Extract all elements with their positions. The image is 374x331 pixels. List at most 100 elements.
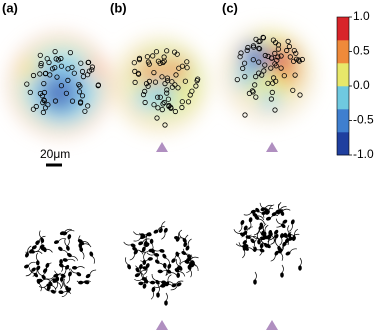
cell-shape <box>150 286 156 300</box>
cell-shape <box>35 252 40 266</box>
cell-head <box>274 234 279 239</box>
cell-shape <box>156 284 160 298</box>
cell-head <box>156 292 160 298</box>
cell <box>164 87 170 93</box>
cell-tail <box>164 284 174 287</box>
cell <box>166 103 172 110</box>
colorbar-tick-label: -1.0 <box>353 147 374 161</box>
cell-head <box>257 239 261 245</box>
cell <box>38 63 44 69</box>
cell-head <box>242 245 247 251</box>
cell-head <box>248 217 253 223</box>
cell <box>272 50 278 57</box>
cell-shape <box>25 267 36 277</box>
cell-head <box>271 212 277 217</box>
cell-tail <box>63 266 71 271</box>
cell <box>187 92 193 98</box>
cell <box>193 83 199 89</box>
cell <box>46 59 52 66</box>
cell <box>52 48 58 55</box>
cell-tail <box>153 252 158 261</box>
cell-head <box>185 245 190 251</box>
cell-head <box>39 244 45 249</box>
cell <box>52 98 59 104</box>
cell-shape <box>276 219 288 228</box>
cell <box>146 61 152 67</box>
cell-head <box>53 240 60 244</box>
cell-head <box>36 260 40 266</box>
cell <box>37 52 43 58</box>
cell-tail <box>185 253 193 259</box>
cell <box>85 103 91 109</box>
cell-shape <box>66 271 72 284</box>
cell-shape <box>270 250 279 262</box>
cell-tail <box>282 208 291 212</box>
cell-shape <box>141 239 148 252</box>
cell <box>259 72 265 78</box>
colorbar-tick-label: 0.0 <box>353 78 370 92</box>
colorbar-tick-label: 1.0 <box>353 9 370 23</box>
cell <box>234 77 240 83</box>
cell-shape <box>46 273 59 280</box>
cell-shape <box>170 282 182 291</box>
cell-tail <box>143 252 146 261</box>
cell-head <box>250 238 255 244</box>
cell-tail <box>252 236 261 240</box>
cell-shape <box>25 245 32 258</box>
heat-blob <box>20 60 40 80</box>
cell-head <box>167 263 172 269</box>
cell <box>154 115 160 121</box>
cell-head <box>72 265 78 270</box>
cell-tail <box>70 268 78 274</box>
cell <box>164 75 170 81</box>
cell-head <box>77 239 83 243</box>
cell-shape <box>255 207 265 218</box>
cell-head <box>84 280 90 285</box>
cell <box>136 71 142 77</box>
cell <box>145 83 151 89</box>
cell <box>132 79 138 86</box>
cell-tail <box>83 243 92 248</box>
cell-tail <box>190 256 199 260</box>
cell <box>291 47 297 54</box>
cell-tail <box>46 262 52 270</box>
cell-shape <box>78 280 91 285</box>
cell-tail <box>125 257 129 266</box>
cell-shape <box>85 269 97 279</box>
cell-head <box>255 207 260 213</box>
cell-shape <box>64 238 70 251</box>
cell-tail <box>183 248 189 256</box>
cell <box>256 46 263 52</box>
marker <box>156 142 168 152</box>
cell <box>41 81 47 87</box>
cell-head <box>58 290 64 295</box>
cell-head <box>164 300 168 306</box>
cell-tail <box>32 244 39 250</box>
cell-tail <box>38 235 46 242</box>
cell-head <box>142 283 147 289</box>
cell <box>63 90 70 96</box>
cell-tail <box>294 228 298 237</box>
cell-tail <box>66 275 71 284</box>
cell-tail <box>76 266 85 269</box>
cell-head <box>41 274 46 280</box>
cell-head <box>65 285 69 291</box>
cell-tail <box>51 285 57 293</box>
cell-tail <box>178 232 184 240</box>
cell-tail <box>238 224 243 233</box>
cell-tail <box>66 230 75 234</box>
cell <box>287 54 293 60</box>
cell <box>238 50 244 56</box>
colorbar-band <box>337 86 349 110</box>
cell-head <box>68 271 72 277</box>
cell <box>182 78 188 84</box>
cell-tail <box>165 292 168 302</box>
cell <box>144 54 150 60</box>
cell-shape <box>66 234 72 247</box>
cell <box>76 89 83 95</box>
cell-tail <box>123 241 132 246</box>
cell-tail <box>259 247 263 256</box>
cell-tail <box>60 281 63 290</box>
cell-shape <box>162 262 168 276</box>
cell-shape <box>67 253 79 261</box>
